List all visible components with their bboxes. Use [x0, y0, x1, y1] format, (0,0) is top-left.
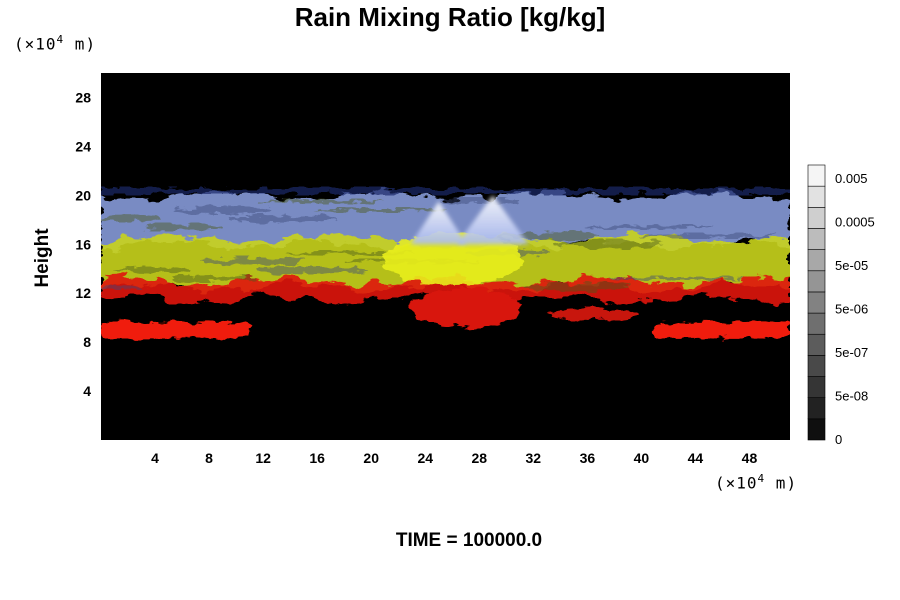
- y-unit-suffix: m: [64, 34, 86, 54]
- colorbar-tick-label: 0: [835, 432, 842, 447]
- central-red-core: [410, 287, 521, 328]
- x-unit-label: (×104 m): [715, 472, 798, 493]
- colorbar-tick-label: 5e-07: [835, 345, 868, 360]
- x-tick-label: 48: [742, 450, 758, 466]
- texture-streak: [313, 208, 448, 213]
- x-tick-label: 32: [526, 450, 542, 466]
- bright-core: [382, 232, 523, 285]
- texture-streak: [439, 198, 520, 205]
- texture-streak: [582, 225, 711, 230]
- colorbar-tick-label: 5e-06: [835, 302, 868, 317]
- colorbar-swatch: [807, 355, 826, 377]
- upper-fringe: [101, 187, 790, 194]
- texture-streak: [552, 240, 663, 249]
- colorbar-swatch: [807, 228, 826, 250]
- y-tick-label: 16: [75, 236, 91, 252]
- texture-streak: [101, 285, 145, 290]
- x-tick-label: 4: [151, 450, 159, 466]
- texture-streak: [258, 199, 385, 204]
- x-tick-label: 36: [580, 450, 596, 466]
- colorbar-tick-label: 5e-05: [835, 258, 868, 273]
- texture-streak: [255, 265, 368, 274]
- x-tick-label: 28: [471, 450, 487, 466]
- x-tick-label: 16: [309, 450, 325, 466]
- texture-streak: [610, 276, 743, 281]
- texture-streak: [114, 266, 193, 273]
- y-tick-label: 24: [75, 138, 91, 154]
- colorbar-tick-label: 0.0005: [835, 215, 875, 230]
- y-unit-multiplier: ×10: [24, 34, 57, 54]
- colorbar: 0.005 0.0005 5e-05 5e-06 5e-07 5e-08 0: [807, 164, 875, 447]
- red-streak: [549, 307, 640, 320]
- y-tick-label: 4: [83, 383, 91, 399]
- colorbar-swatch: [807, 376, 826, 398]
- y-tick-label: 12: [75, 285, 91, 301]
- x-tick-label: 44: [688, 450, 704, 466]
- y-unit-exponent: 4: [56, 33, 65, 46]
- y-tick-label: 28: [75, 89, 91, 105]
- texture-streak: [524, 283, 631, 292]
- x-tick-label: 40: [634, 450, 650, 466]
- x-tick-label: 20: [363, 450, 379, 466]
- texture-streak: [228, 214, 337, 223]
- colorbar-swatch: [807, 333, 826, 356]
- colorbar-swatch: [807, 291, 826, 314]
- colorbar-swatch: [807, 164, 826, 187]
- x-unit-suffix: m: [765, 473, 787, 493]
- x-axis-ticks: 4 8 12 16 20 24 28 32 36 40 44 48: [151, 450, 757, 466]
- texture-streak: [172, 206, 273, 215]
- field-layers: [101, 187, 790, 338]
- colorbar-swatch: [807, 418, 826, 441]
- y-unit-label: (×104 m): [14, 33, 97, 54]
- colorbar-swatch: [807, 207, 826, 229]
- chart-title: Rain Mixing Ratio [kg/kg]: [294, 2, 606, 32]
- bottom-band-segment: [654, 321, 790, 338]
- texture-streak: [142, 224, 225, 231]
- x-tick-label: 12: [255, 450, 271, 466]
- colorbar-swatch: [807, 397, 826, 420]
- bottom-band-segment: [101, 321, 250, 338]
- colorbar-tick-label: 0.005: [835, 171, 868, 186]
- texture-streak: [101, 215, 161, 222]
- texture-streak: [170, 275, 257, 282]
- y-tick-label: 8: [83, 334, 91, 350]
- x-unit-multiplier: ×10: [725, 473, 758, 493]
- colorbar-tick-label: 5e-08: [835, 389, 868, 404]
- colorbar-swatch: [807, 249, 826, 272]
- colorbar-swatch: [807, 185, 826, 208]
- peak-feature: [410, 201, 467, 245]
- peak-feature: [456, 195, 529, 245]
- x-unit-exponent: 4: [757, 472, 766, 485]
- y-tick-label: 20: [75, 187, 91, 203]
- texture-streak: [200, 257, 305, 266]
- x-tick-label: 24: [417, 450, 433, 466]
- x-tick-label: 8: [205, 450, 213, 466]
- time-label: TIME = 100000.0: [395, 530, 543, 551]
- texture-streak: [285, 250, 416, 255]
- colorbar-swatch: [807, 270, 826, 293]
- y-axis-ticks: 4 8 12 16 20 24 28: [75, 89, 91, 399]
- colorbar-swatch: [807, 312, 826, 335]
- texture-streak: [638, 233, 775, 238]
